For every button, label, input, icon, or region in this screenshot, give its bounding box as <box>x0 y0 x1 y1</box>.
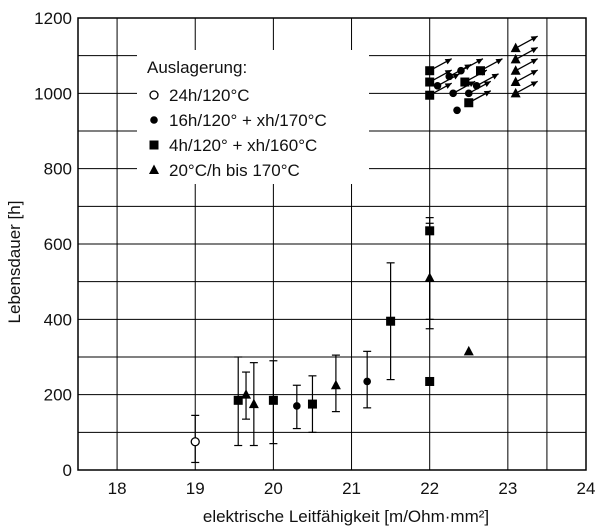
runout-arrow-head <box>491 73 499 80</box>
x-tick-label: 24 <box>577 479 596 498</box>
runout-arrow-head <box>483 81 491 88</box>
filled-triangle-marker <box>241 389 252 399</box>
runout-arrow-head <box>452 73 460 80</box>
y-tick-label: 400 <box>44 310 72 329</box>
y-tick-label: 0 <box>63 461 72 480</box>
filled-triangle-marker <box>510 87 521 98</box>
x-tick-label: 22 <box>420 479 439 498</box>
series-3 <box>241 35 538 447</box>
filled-square-marker <box>233 395 243 405</box>
filled-triangle-marker <box>248 398 259 409</box>
y-tick-label: 800 <box>44 160 72 179</box>
x-tick-label: 20 <box>264 479 283 498</box>
x-axis-label: elektrische Leitfähigkeit [m/Ohm·mm²] <box>203 507 489 526</box>
y-tick-label: 600 <box>44 235 72 254</box>
y-tick-label: 1200 <box>34 9 72 28</box>
filled-square-marker <box>268 395 278 405</box>
legend-title: Auslagerung: <box>147 58 247 77</box>
runout-arrow-head <box>530 36 538 42</box>
x-axis-ticks: 18 19 20 21 22 23 24 <box>108 479 596 498</box>
runout-arrow-head <box>444 70 452 76</box>
filled-triangle-marker <box>510 76 521 87</box>
filled-triangle-marker <box>510 53 521 64</box>
filled-triangle-marker <box>510 42 521 53</box>
plot-frame <box>77 17 587 471</box>
open-circle-marker <box>190 437 200 447</box>
runout-arrow-head <box>468 81 476 88</box>
legend: Auslagerung: 24h/120°C 16h/120° + xh/170°… <box>137 50 369 184</box>
y-tick-label: 1000 <box>34 84 72 103</box>
runout-arrow-head <box>444 83 452 89</box>
x-tick-label: 23 <box>498 479 517 498</box>
legend-open-circle-marker <box>149 90 159 100</box>
filled-square-marker <box>386 316 396 326</box>
y-axis-ticks: 0 200 400 600 800 1000 1200 <box>34 9 72 480</box>
legend-items: 24h/120°C 16h/120° + xh/170°C 4h/120° + xh… <box>149 86 327 180</box>
legend-filled-square-marker <box>149 140 159 150</box>
runout-arrow-head <box>483 90 491 97</box>
filled-triangle-marker <box>510 65 521 75</box>
legend-entry-label: 20°C/h bis 170°C <box>169 161 300 180</box>
x-tick-label: 19 <box>186 479 205 498</box>
runout-arrow-head <box>530 70 538 76</box>
x-tick-label: 18 <box>108 479 127 498</box>
legend-filled-circle-marker <box>150 116 158 124</box>
legend-filled-triangle-marker <box>149 164 159 174</box>
filled-square-marker <box>307 399 317 409</box>
filled-triangle-marker <box>330 379 341 390</box>
runout-arrow-head <box>530 81 538 88</box>
filled-triangle-marker <box>424 272 435 282</box>
filled-circle-marker <box>293 402 301 410</box>
legend-entry-label: 16h/120° + xh/170°C <box>169 111 327 130</box>
legend-entry-label: 4h/120° + xh/160°C <box>169 136 317 155</box>
data-points <box>190 35 538 464</box>
y-axis-label: Lebensdauer [h] <box>5 201 24 324</box>
runout-arrow-head <box>475 58 483 65</box>
y-tick-label: 200 <box>44 386 72 405</box>
series-1 <box>292 58 499 430</box>
filled-circle-marker <box>453 106 461 115</box>
legend-entry-label: 24h/120°C <box>169 86 250 105</box>
runout-arrow-head <box>495 58 503 65</box>
legend-box <box>137 50 369 184</box>
series-0 <box>190 414 200 464</box>
x-tick-label: 21 <box>342 479 361 498</box>
runout-arrow-head <box>444 58 452 65</box>
runout-arrow-head <box>530 47 538 54</box>
filled-square-marker <box>425 376 435 386</box>
filled-circle-marker <box>363 377 371 386</box>
filled-triangle-marker <box>463 345 474 356</box>
runout-arrow-head <box>530 58 538 65</box>
